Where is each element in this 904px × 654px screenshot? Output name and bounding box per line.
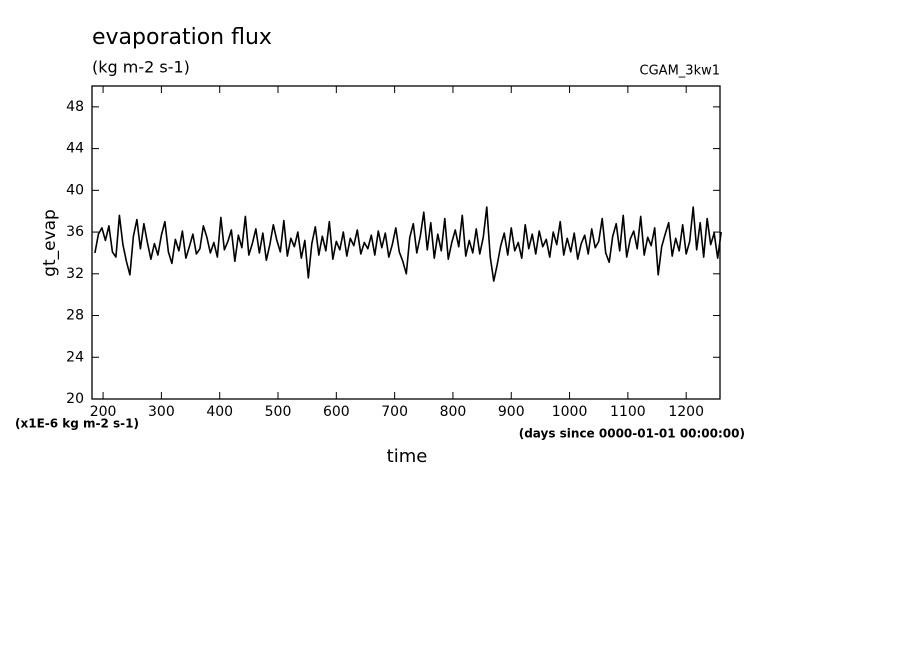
x-axis-label: time	[387, 446, 428, 467]
chart-title: evaporation flux	[92, 25, 272, 50]
y-units-note: (x1E-6 kg m-2 s-1)	[15, 417, 139, 431]
y-tick-label: 48	[66, 99, 84, 115]
x-tick-label: 400	[206, 404, 233, 420]
x-tick-label: 200	[90, 404, 117, 420]
x-units-note: (days since 0000-01-01 00:00:00)	[519, 427, 745, 441]
y-axis-label: gt_evap	[40, 209, 60, 277]
y-tick-label: 28	[66, 308, 84, 324]
y-tick-label: 32	[66, 266, 84, 282]
x-tick-label: 800	[440, 404, 467, 420]
x-tick-label: 900	[498, 404, 525, 420]
x-tick-label: 1200	[668, 404, 704, 420]
y-tick-label: 44	[66, 141, 84, 157]
chart-subtitle: (kg m-2 s-1)	[92, 58, 190, 77]
x-tick-label: 1000	[552, 404, 588, 420]
y-tick-label: 20	[66, 391, 84, 407]
data-line	[94, 206, 722, 282]
dataset-label: CGAM_3kw1	[640, 64, 720, 79]
x-tick-label: 600	[323, 404, 350, 420]
x-tick-label: 300	[148, 404, 175, 420]
x-tick-label: 700	[381, 404, 408, 420]
y-tick-label: 40	[66, 182, 84, 198]
y-tick-label: 36	[66, 224, 84, 240]
x-tick-label: 500	[265, 404, 292, 420]
x-tick-label: 1100	[610, 404, 646, 420]
y-tick-label: 24	[66, 349, 84, 365]
